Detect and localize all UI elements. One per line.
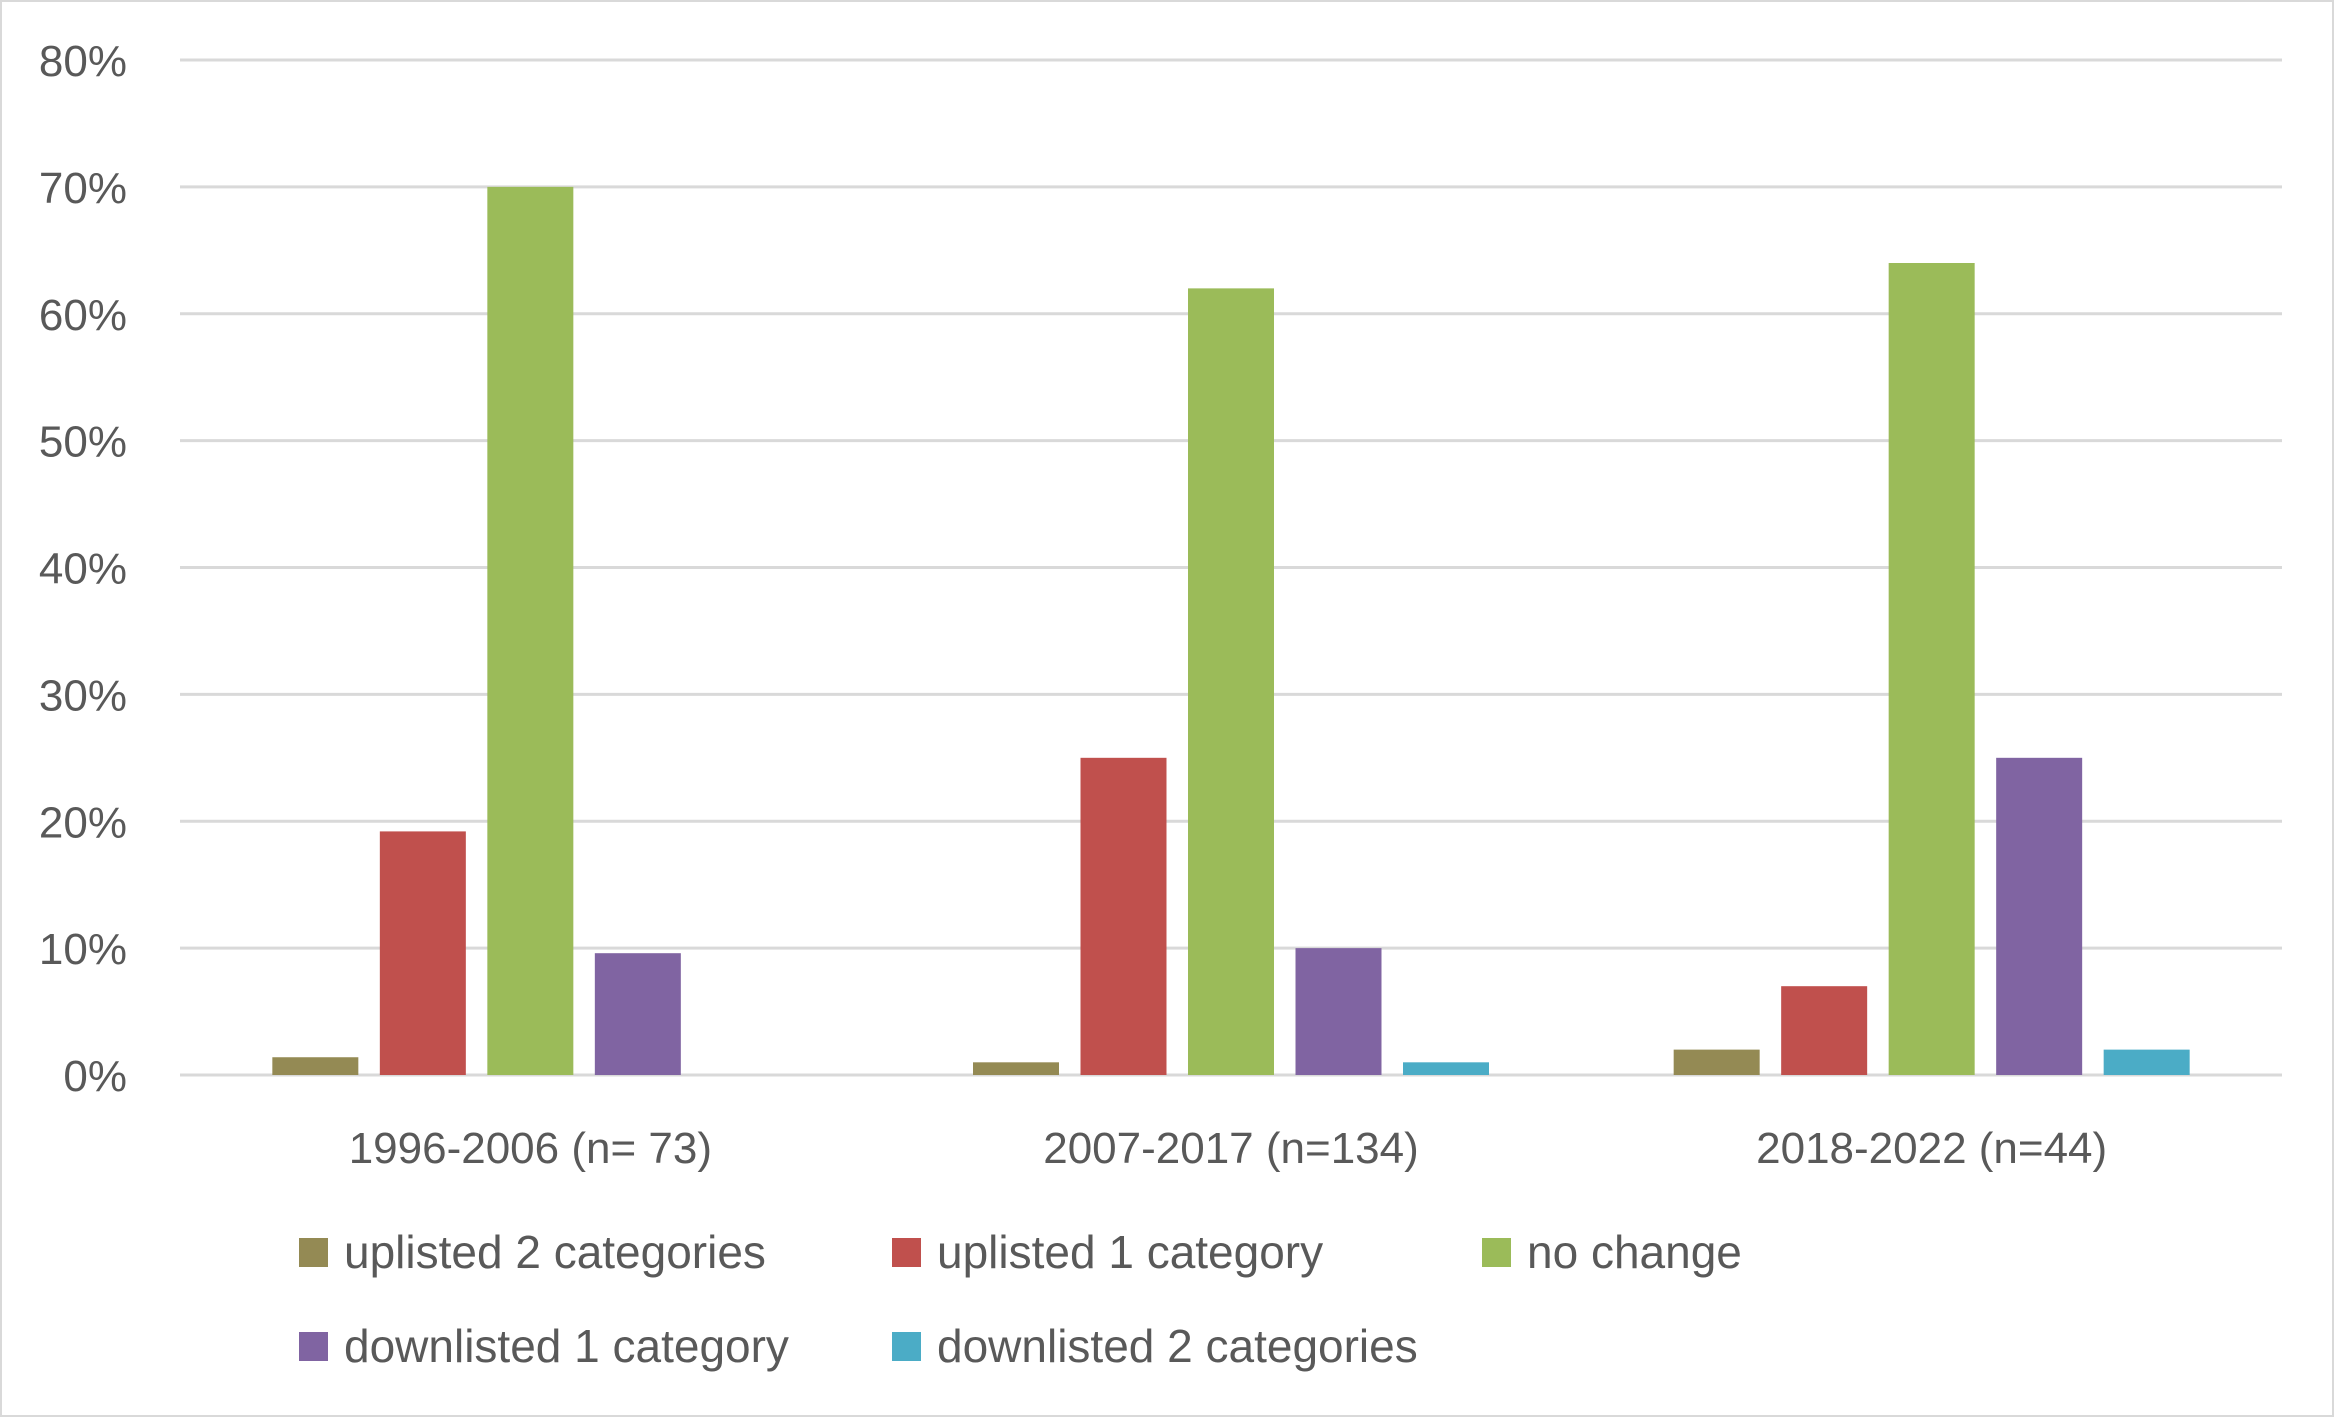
legend-label: uplisted 2 categories (344, 1226, 766, 1278)
bar-uplisted-2-categories-1 (973, 1062, 1059, 1075)
y-tick-label: 0% (63, 1052, 127, 1101)
bar-downlisted-1-category-1 (1295, 948, 1382, 1075)
legend-swatch (299, 1238, 328, 1267)
legend-item: downlisted 2 categories (892, 1320, 1418, 1372)
x-tick-label: 2018-2022 (n=44) (1756, 1124, 2107, 1173)
legend-label: no change (1527, 1226, 1742, 1278)
legend-label: downlisted 2 categories (937, 1320, 1418, 1372)
legend-swatch (299, 1332, 328, 1361)
legend-item: no change (1482, 1226, 1742, 1278)
y-axis-ticks: 0% 10% 20% 30% 40% 50% 60% 70% 80% (39, 37, 127, 1101)
legend-swatch (1482, 1238, 1511, 1267)
x-axis-ticks: 1996-2006 (n= 73) 2007-2017 (n=134) 2018-2… (349, 1124, 2108, 1173)
legend-item: uplisted 2 categories (299, 1226, 766, 1278)
bar-uplisted-1-category-1 (1080, 757, 1167, 1075)
legend-swatch (892, 1238, 921, 1267)
bar-downlisted-1-category-2 (1996, 757, 2083, 1075)
bar-uplisted-1-category-2 (1781, 986, 1868, 1075)
bars (272, 186, 2190, 1075)
bar-uplisted-1-category-0 (379, 831, 466, 1075)
bar-uplisted-2-categories-0 (272, 1057, 359, 1075)
bar-no-change-0 (487, 186, 574, 1075)
legend-item: uplisted 1 category (892, 1226, 1323, 1278)
y-tick-label: 50% (39, 418, 127, 467)
y-tick-label: 10% (39, 925, 127, 974)
y-tick-label: 60% (39, 291, 127, 340)
bar-downlisted-2-categories-1 (1403, 1062, 1489, 1075)
bar-no-change-2 (1888, 263, 1975, 1075)
legend-label: downlisted 1 category (344, 1320, 789, 1372)
legend-item: downlisted 1 category (299, 1320, 789, 1372)
legend-swatch (892, 1332, 921, 1361)
legend: uplisted 2 categories uplisted 1 category… (299, 1226, 1742, 1372)
y-tick-label: 80% (39, 37, 127, 86)
bar-no-change-1 (1188, 288, 1274, 1075)
y-tick-label: 20% (39, 798, 127, 847)
bar-downlisted-2-categories-2 (2103, 1049, 2190, 1075)
y-tick-label: 40% (39, 545, 127, 594)
y-tick-label: 30% (39, 671, 127, 720)
bar-downlisted-1-category-0 (594, 953, 681, 1075)
bar-uplisted-2-categories-2 (1673, 1049, 1760, 1075)
legend-label: uplisted 1 category (937, 1226, 1323, 1278)
x-tick-label: 1996-2006 (n= 73) (349, 1124, 712, 1173)
y-tick-label: 70% (39, 164, 127, 213)
x-tick-label: 2007-2017 (n=134) (1043, 1124, 1419, 1173)
